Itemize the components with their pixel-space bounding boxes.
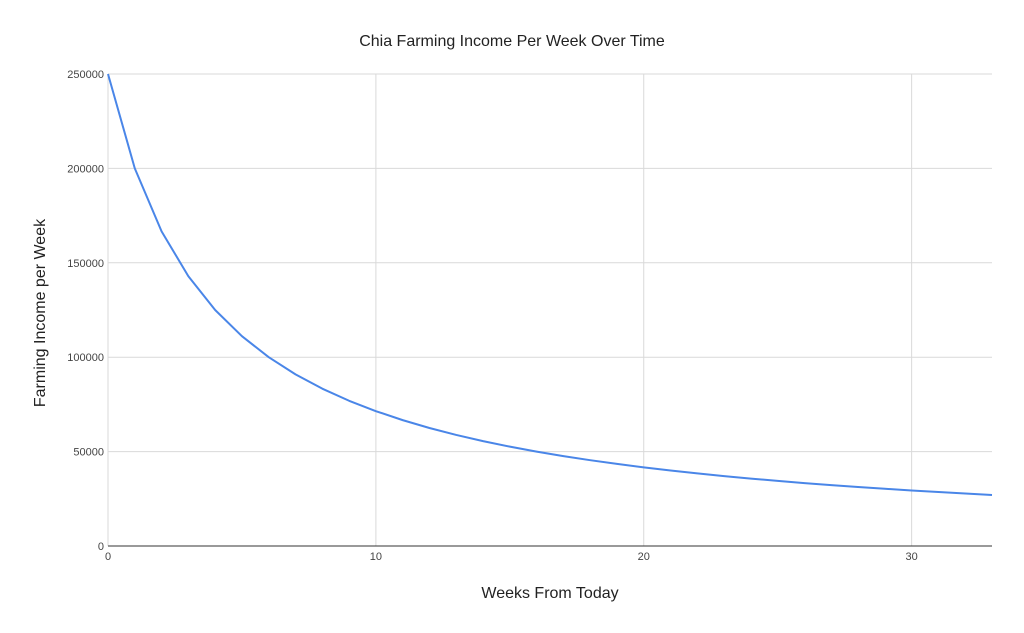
x-tick-label: 10 xyxy=(370,551,382,563)
x-axis-ticks: 0 10 20 30 xyxy=(105,551,918,563)
series-line-farming-income xyxy=(108,74,992,495)
y-tick-label: 50000 xyxy=(73,447,104,459)
x-tick-label: 0 xyxy=(105,551,111,563)
y-tick-label: 250000 xyxy=(67,69,104,81)
y-tick-label: 0 xyxy=(98,541,104,553)
x-tick-label: 20 xyxy=(638,551,650,563)
y-axis-title: Farming Income per Week xyxy=(32,218,49,407)
x-tick-label: 30 xyxy=(906,551,918,563)
x-axis-title: Weeks From Today xyxy=(481,585,618,602)
chart-title: Chia Farming Income Per Week Over Time xyxy=(359,33,665,50)
y-tick-label: 150000 xyxy=(67,258,104,270)
gridlines xyxy=(108,74,992,546)
y-tick-label: 200000 xyxy=(67,163,104,175)
y-axis-ticks: 0 50000 100000 150000 200000 250000 xyxy=(67,69,104,553)
y-tick-label: 100000 xyxy=(67,352,104,364)
series-layer xyxy=(108,74,992,495)
